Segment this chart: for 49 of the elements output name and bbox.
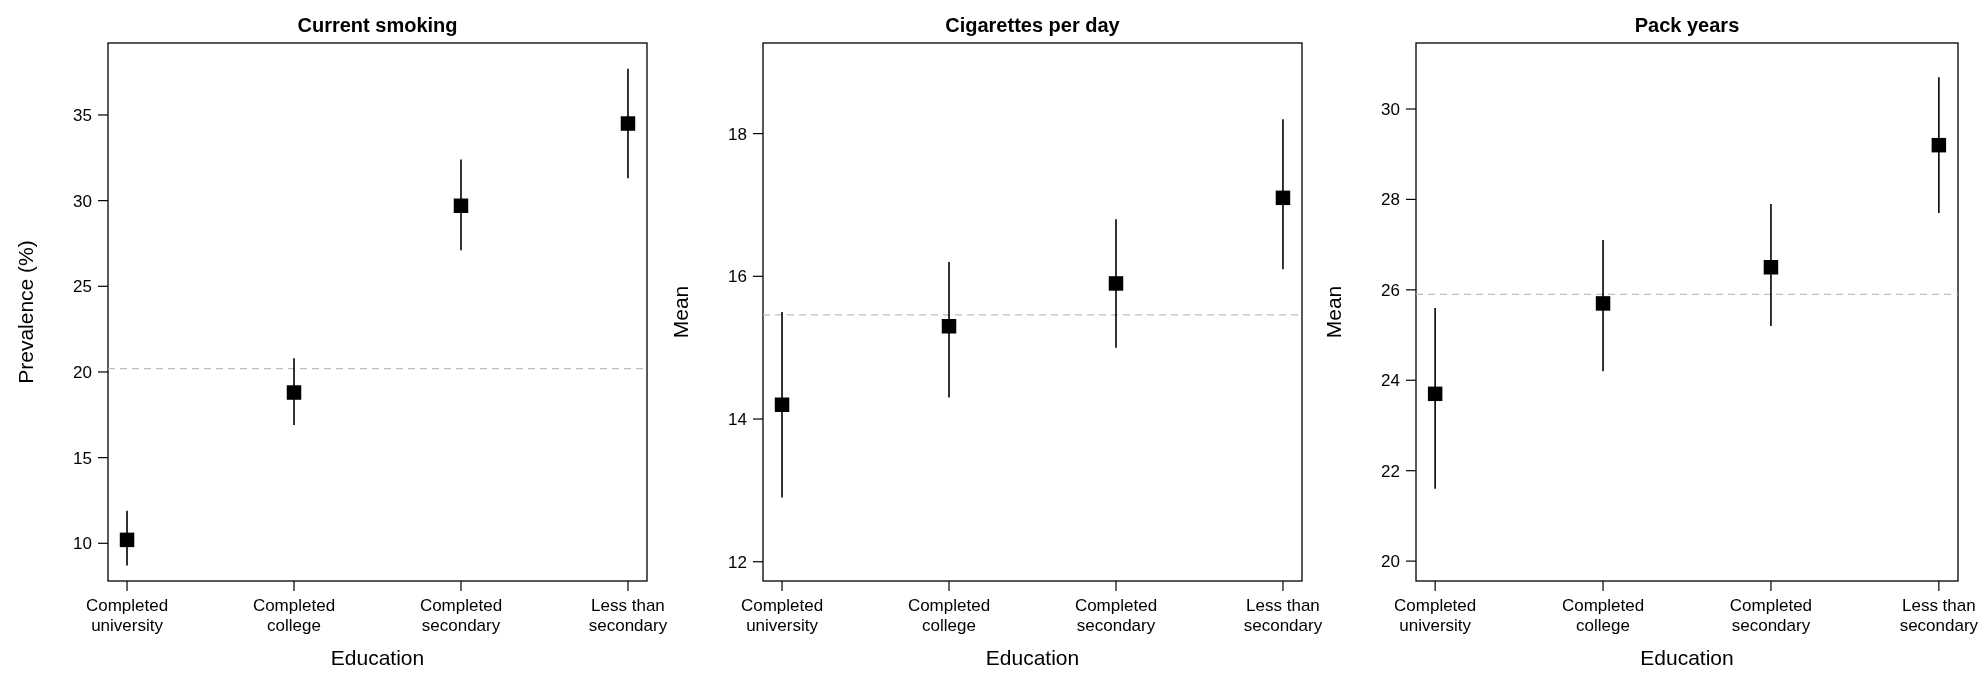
- x-tick-label: Completed university: [740, 596, 824, 635]
- y-tick-label: 24: [1381, 371, 1400, 391]
- y-tick-label: 14: [728, 409, 747, 429]
- y-tick-label: 35: [73, 105, 92, 125]
- y-tick-label: 28: [1381, 190, 1400, 210]
- y-tick-label: 10: [73, 534, 92, 554]
- chart-title: Pack years: [1634, 14, 1740, 36]
- point: [1275, 190, 1291, 206]
- point: [119, 532, 135, 548]
- x-tick-label: Completed college: [907, 596, 991, 635]
- y-axis-title: Mean: [669, 285, 692, 339]
- chart-title: Current smoking: [297, 14, 458, 36]
- y-tick-label: 25: [73, 277, 92, 297]
- chart-title: Cigarettes per day: [945, 14, 1121, 36]
- x-tick-label: Less than secondary: [588, 596, 668, 635]
- x-axis-title: Education: [330, 646, 425, 669]
- y-tick-label: 15: [73, 448, 92, 468]
- x-tick-label: Less than secondary: [1899, 596, 1979, 635]
- point: [941, 319, 957, 334]
- x-tick-label: Completed college: [1561, 596, 1645, 635]
- y-axis-title: Prevalence (%): [14, 240, 37, 384]
- point: [620, 116, 636, 131]
- x-axis-title: Education: [1640, 646, 1734, 669]
- x-tick-label: Completed college: [252, 596, 336, 635]
- y-tick-label: 20: [73, 362, 92, 382]
- point: [1763, 260, 1779, 275]
- point: [1108, 276, 1124, 291]
- point: [774, 397, 790, 412]
- y-tick-label: 18: [728, 124, 747, 144]
- point: [453, 198, 469, 214]
- x-axis-title: Education: [985, 646, 1080, 669]
- y-tick-label: 30: [1381, 99, 1400, 119]
- x-tick-label: Completed secondary: [1729, 596, 1813, 635]
- y-tick-label: 16: [728, 267, 747, 287]
- point: [286, 385, 302, 400]
- y-tick-label: 26: [1381, 280, 1400, 300]
- y-tick-label: 20: [1381, 552, 1400, 572]
- x-tick-label: Completed secondary: [1074, 596, 1158, 635]
- x-tick-label: Completed university: [1394, 596, 1477, 635]
- point: [1931, 137, 1947, 153]
- y-tick-label: 12: [728, 552, 747, 572]
- point: [1427, 386, 1443, 402]
- x-tick-label: Less than secondary: [1243, 596, 1323, 635]
- x-tick-label: Completed secondary: [419, 596, 503, 635]
- y-tick-label: 30: [73, 191, 92, 211]
- point: [1595, 296, 1611, 311]
- y-tick-label: 22: [1381, 461, 1400, 481]
- x-tick-label: Completed university: [85, 596, 169, 635]
- y-axis-title: Mean: [1322, 285, 1345, 339]
